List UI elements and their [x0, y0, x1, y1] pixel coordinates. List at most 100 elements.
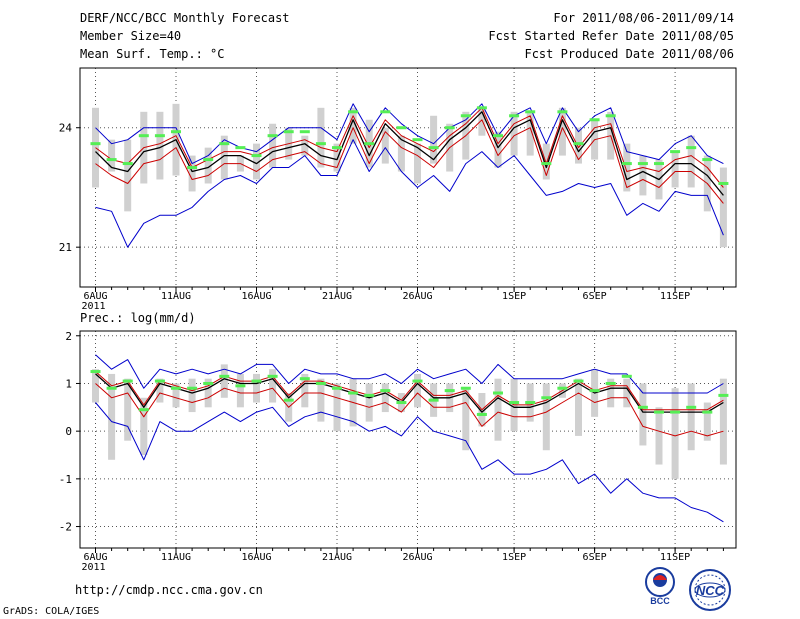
observed-marker — [589, 389, 600, 393]
observed-marker — [154, 134, 165, 138]
spread-box — [381, 127, 389, 164]
spread-box — [414, 143, 421, 184]
source-url[interactable]: http://cmdp.ncc.cma.gov.cn — [75, 583, 263, 597]
observed-marker — [525, 401, 536, 405]
observed-marker — [444, 389, 455, 393]
spread-box — [623, 143, 631, 192]
observed-marker — [380, 110, 391, 114]
spread-box — [140, 397, 148, 455]
spread-box — [124, 139, 132, 212]
fcst-produced-date: Fcst Produced Date 2011/08/06 — [524, 47, 734, 61]
spread-box — [188, 378, 196, 413]
observed-marker — [509, 401, 520, 405]
observed-marker — [348, 110, 359, 114]
observed-marker — [605, 381, 616, 385]
observed-marker — [299, 130, 310, 134]
ensemble-min-line — [95, 139, 724, 248]
spread-box — [188, 155, 196, 192]
spread-box — [623, 378, 631, 408]
x-tick-label: 21AUG — [322, 552, 352, 563]
observed-marker — [315, 381, 326, 385]
observed-marker — [686, 405, 697, 409]
forecast-range: For 2011/08/06-2011/09/14 — [553, 11, 734, 25]
plot-frame — [79, 330, 737, 549]
observed-marker — [654, 410, 664, 414]
spread-box — [639, 383, 647, 446]
spread-box — [655, 407, 663, 465]
spread-box — [494, 378, 502, 441]
observed-marker — [428, 398, 439, 402]
x-tick-label: 6SEP — [583, 552, 607, 563]
observed-marker — [493, 134, 503, 138]
y-tick-label: 2 — [65, 330, 72, 343]
spread-box — [365, 383, 373, 422]
spread-box — [236, 373, 244, 408]
observed-marker — [251, 154, 262, 158]
spread-box — [671, 388, 679, 479]
panel-1: 21 24 6AUG 11AUG 16AUG 21AUG 26AUG 1SEP 6SEP 11SE… — [59, 67, 737, 312]
ncc-logo-text: NCC — [696, 583, 725, 598]
observed-marker — [187, 166, 198, 170]
spread-box — [172, 383, 180, 408]
x-tick-label: 6AUG — [83, 552, 107, 563]
spread-box — [687, 383, 695, 451]
observed-marker — [460, 114, 471, 118]
observed-marker — [702, 410, 713, 414]
x-tick-label: 6AUG — [83, 291, 107, 302]
observed-marker — [267, 134, 278, 138]
ensemble-upper-line — [95, 107, 724, 188]
observed-marker — [122, 379, 133, 383]
plot-frame — [79, 67, 737, 288]
observed-marker — [605, 114, 616, 118]
spread-box — [542, 383, 550, 451]
spread-box — [558, 107, 566, 156]
grads-credit: GrADS: COLA/IGES — [3, 606, 100, 617]
observed-marker — [573, 379, 584, 383]
observed-marker — [106, 386, 117, 390]
spread-box — [301, 373, 309, 408]
ensemble-lower-line — [95, 383, 724, 437]
observed-marker — [283, 130, 294, 134]
observed-marker — [493, 391, 503, 395]
observed-marker — [460, 386, 471, 390]
observed-marker — [476, 412, 487, 416]
observed-marker — [203, 381, 214, 385]
ensemble-min-line — [95, 402, 724, 523]
bcc-logo: BCC — [645, 567, 675, 606]
spread-box — [607, 378, 615, 408]
spread-box — [220, 364, 228, 398]
observed-marker — [654, 162, 664, 166]
year-label: 2011 — [82, 301, 106, 312]
ncc-logo: NCC — [689, 569, 731, 611]
x-tick-label: 1SEP — [502, 552, 526, 563]
ensemble-upper-line — [95, 371, 724, 411]
spread-box — [204, 378, 212, 408]
spread-box — [269, 369, 277, 403]
spread-box — [333, 383, 341, 432]
spread-box — [156, 111, 164, 180]
observed-marker — [396, 401, 407, 405]
spread-box — [639, 155, 647, 196]
spread-box — [108, 373, 116, 460]
spread-box — [220, 135, 228, 180]
observed-marker — [557, 110, 568, 114]
fcst-started-date: Fcst Started Refer Date 2011/08/05 — [488, 29, 734, 43]
observed-marker — [476, 106, 487, 110]
observed-marker — [106, 158, 117, 162]
ensemble-lower-line — [95, 119, 724, 204]
observed-marker — [670, 410, 681, 414]
spread-box — [542, 143, 550, 180]
chart-title: DERF/NCC/BCC Monthly Forecast — [80, 11, 290, 25]
observed-marker — [718, 393, 729, 397]
observed-marker — [332, 386, 342, 390]
observed-marker — [589, 118, 600, 122]
observed-marker — [718, 181, 729, 185]
spread-box — [108, 139, 116, 172]
observed-marker — [122, 162, 133, 166]
member-size: Member Size=40 — [80, 29, 182, 43]
spread-box — [719, 167, 727, 248]
x-tick-label: 26AUG — [402, 291, 432, 302]
ensemble-max-line — [95, 354, 724, 394]
